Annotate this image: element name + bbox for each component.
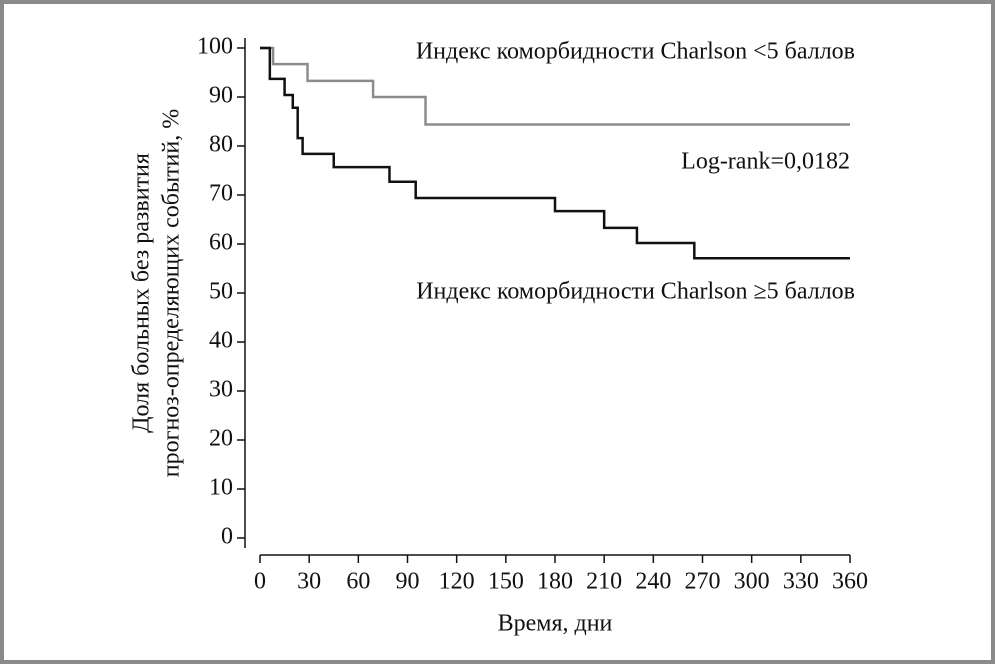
x-tick-label: 60 bbox=[346, 569, 370, 595]
x-axis-label: Время, дни bbox=[498, 611, 613, 637]
x-tick-label: 120 bbox=[439, 569, 475, 595]
x-tick-label: 180 bbox=[537, 569, 573, 595]
annotation: Log-rank=0,0182 bbox=[681, 149, 850, 175]
y-tick-label: 0 bbox=[221, 524, 233, 550]
x-tick-label: 240 bbox=[635, 569, 671, 595]
plot: 0 10 20 30 40 50 60 70 80 90 100 0 30 60 90 120 150 180 21… bbox=[129, 34, 869, 637]
y-tick-label: 20 bbox=[209, 426, 233, 452]
survival-curve bbox=[260, 46, 850, 260]
y-tick-label: 30 bbox=[209, 377, 233, 403]
y-tick-label: 100 bbox=[197, 34, 233, 60]
x-tick-label: 300 bbox=[734, 569, 770, 595]
series-label: Индекс коморбидности Charlson ≥5 баллов bbox=[416, 279, 855, 305]
y-tick-label: 40 bbox=[209, 328, 233, 354]
y-tick-label: 10 bbox=[209, 475, 233, 501]
x-tick-label: 90 bbox=[396, 569, 420, 595]
y-tick-label: 90 bbox=[209, 83, 233, 109]
x-tick-label: 0 bbox=[254, 569, 266, 595]
y-tick-label: 70 bbox=[209, 181, 233, 207]
y-tick-label: 50 bbox=[209, 279, 233, 305]
x-tick-label: 270 bbox=[685, 569, 721, 595]
x-tick-label: 30 bbox=[297, 569, 321, 595]
series-label: Индекс коморбидности Charlson <5 баллов bbox=[416, 39, 855, 65]
y-axis-label: Доля больных без развития bbox=[129, 153, 155, 433]
x-tick-label: 210 bbox=[586, 569, 622, 595]
y-tick-label: 60 bbox=[209, 230, 233, 256]
survival-curve bbox=[260, 46, 850, 126]
y-axis-label: прогноз-определяющих событий, % bbox=[159, 109, 185, 477]
x-tick-label: 330 bbox=[783, 569, 819, 595]
x-tick-label: 150 bbox=[488, 569, 524, 595]
y-tick-label: 80 bbox=[209, 132, 233, 158]
x-tick-label: 360 bbox=[832, 569, 868, 595]
